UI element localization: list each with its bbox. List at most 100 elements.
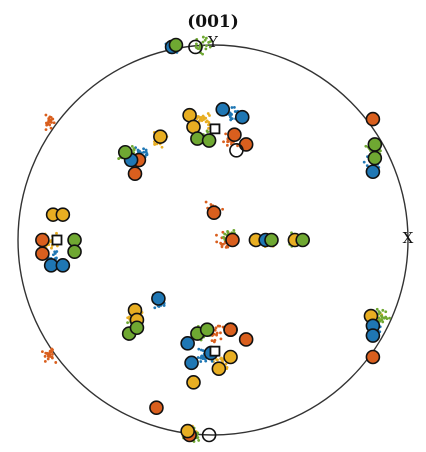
scatter-point-orange — [44, 360, 47, 363]
scatter-point-green — [197, 439, 200, 442]
marker-green — [368, 152, 381, 165]
scatter-point-blue — [231, 106, 234, 109]
marker-blue — [236, 111, 249, 124]
marker-orange — [228, 128, 241, 141]
scatter-point-yellow — [208, 114, 211, 117]
scatter-point-green — [195, 43, 198, 46]
scatter-point-green — [380, 314, 383, 317]
scatter-point-orange — [47, 117, 50, 120]
marker-blue — [56, 259, 69, 272]
scatter-point-orange — [224, 133, 227, 136]
scatter-point-green — [386, 317, 389, 320]
reference-square — [210, 347, 219, 356]
y-axis-label: Y — [207, 33, 219, 51]
scatter-point-blue — [153, 306, 156, 309]
marker-orange — [366, 351, 379, 364]
scatter-point-blue — [163, 304, 166, 307]
scatter-point-green — [131, 145, 134, 148]
scatter-point-green — [226, 231, 229, 234]
marker-orange — [226, 234, 239, 247]
marker-orange — [150, 401, 163, 414]
marker-orange — [240, 333, 253, 346]
marker-green — [201, 323, 214, 336]
scatter-point-orange — [51, 353, 54, 356]
marker-yellow — [154, 130, 167, 143]
scatter-point-green — [195, 45, 198, 48]
marker-orange — [129, 167, 142, 180]
marker-green — [130, 321, 143, 334]
marker-green — [119, 146, 132, 159]
marker-blue — [216, 103, 229, 116]
scatter-point-green — [388, 317, 391, 320]
marker-yellow — [181, 425, 194, 438]
scatter-point-green — [376, 308, 379, 311]
scatter-point-green — [381, 309, 384, 312]
scatter-point-blue — [233, 106, 236, 109]
scatter-point-green — [364, 145, 367, 148]
scatter-point-orange — [44, 355, 47, 358]
scatter-point-blue — [52, 253, 55, 256]
scatter-point-orange — [50, 127, 53, 130]
marker-yellow — [56, 208, 69, 221]
reference-square — [210, 124, 219, 133]
marker-orange — [240, 138, 253, 151]
marker-green — [203, 134, 216, 147]
scatter-point-yellow — [198, 115, 201, 118]
scatter-point-orange — [226, 144, 229, 147]
scatter-point-orange — [213, 340, 216, 343]
scatter-point-blue — [363, 161, 366, 164]
scatter-point-green — [126, 321, 129, 324]
chart-title: (001) — [187, 12, 239, 32]
scatter-point-orange — [217, 325, 220, 328]
scatter-point-green — [202, 36, 205, 39]
scatter-point-orange — [221, 245, 224, 248]
marker-green — [296, 234, 309, 247]
scatter-point-orange — [215, 326, 218, 329]
scatter-point-green — [380, 318, 383, 321]
marker-green — [265, 234, 278, 247]
scatter-point-blue — [231, 117, 234, 120]
orientation-markers — [36, 39, 381, 442]
marker-orange — [36, 234, 49, 247]
x-axis-label: X — [403, 229, 414, 247]
scatter-point-orange — [50, 347, 53, 350]
scatter-point-yellow — [200, 117, 203, 120]
marker-orange — [366, 113, 379, 126]
scatter-point-green — [117, 157, 120, 160]
scatter-point-yellow — [203, 116, 206, 119]
scatter-point-orange — [47, 358, 50, 361]
marker-orange — [36, 247, 49, 260]
scatter-point-green — [201, 41, 204, 44]
scatter-point-orange — [221, 208, 224, 211]
marker-yellow — [212, 362, 225, 375]
scatter-point-orange — [50, 350, 53, 353]
scatter-point-green — [206, 130, 209, 133]
scatter-point-yellow — [55, 232, 58, 235]
scatter-point-blue — [53, 250, 56, 253]
scatter-point-yellow — [206, 119, 209, 122]
scatter-point-green — [383, 317, 386, 320]
scatter-point-orange — [222, 140, 225, 143]
marker-yellow — [224, 351, 237, 364]
scatter-point-blue — [204, 360, 207, 363]
scatter-point-orange — [47, 121, 50, 124]
marker-blue — [366, 329, 379, 342]
scatter-point-orange — [220, 337, 223, 340]
marker-orange — [207, 206, 220, 219]
marker-green — [191, 132, 204, 145]
scatter-point-orange — [205, 201, 208, 204]
scatter-point-orange — [41, 350, 44, 353]
scatter-point-orange — [53, 121, 56, 124]
marker-blue — [181, 337, 194, 350]
marker-green — [368, 138, 381, 151]
marker-green — [68, 245, 81, 258]
scatter-point-yellow — [50, 247, 53, 250]
scatter-point-blue — [142, 151, 145, 154]
scatter-point-green — [223, 233, 226, 236]
scatter-point-green — [204, 47, 207, 50]
scatter-point-orange — [226, 140, 229, 143]
scatter-point-orange — [222, 243, 225, 246]
scatter-point-green — [222, 236, 225, 239]
scatter-point-orange — [54, 361, 57, 364]
scatter-point-green — [197, 436, 200, 439]
